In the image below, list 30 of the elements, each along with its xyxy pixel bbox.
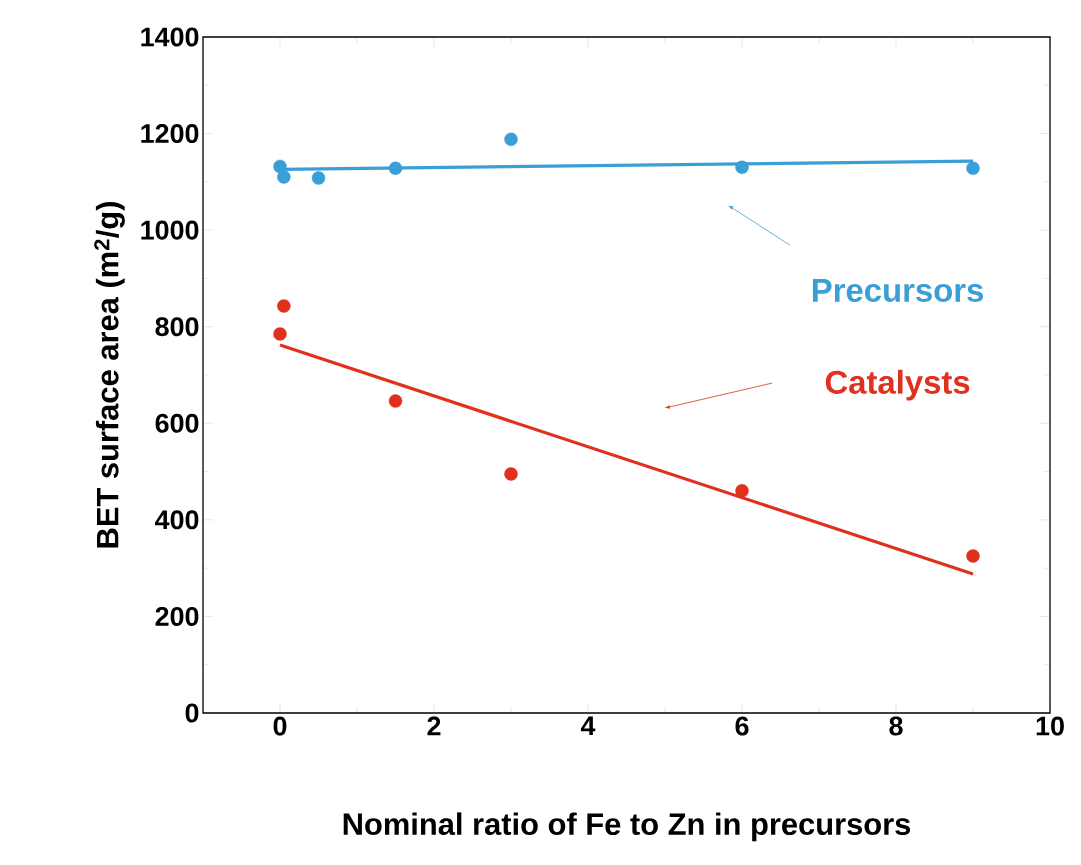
x-tick-label: 10 (1036, 716, 1064, 736)
x-tick-label: 8 (889, 716, 903, 736)
point (277, 299, 291, 313)
point (735, 484, 749, 498)
x-axis-title: Nominal ratio of Fe to Zn in precursors (343, 812, 911, 842)
y-tick-label: 800 (155, 317, 199, 337)
point (735, 160, 749, 175)
point (966, 549, 980, 563)
y-tick-label: 0 (185, 703, 199, 723)
y-tick-label: 1000 (141, 220, 199, 240)
point (311, 171, 326, 185)
point (504, 467, 518, 481)
point (277, 170, 291, 184)
point (388, 394, 403, 408)
y-tick-label: 200 (155, 606, 199, 626)
x-tick-label: 4 (580, 716, 596, 736)
x-tick-label: 0 (273, 716, 287, 736)
y-axis-title: BET surface area (m$^{2}$/g) (94, 202, 125, 548)
y-tick-label: 1200 (141, 124, 199, 144)
point (388, 161, 403, 176)
y-tick-label: 1400 (141, 27, 199, 47)
y-tick-label: 400 (155, 510, 199, 530)
text: Precursors (812, 279, 983, 302)
point (504, 132, 518, 147)
point (273, 327, 287, 341)
x-tick-label: 2 (427, 716, 441, 736)
text: Catalysts (825, 369, 970, 401)
point (966, 161, 980, 176)
y-tick-label: 600 (155, 413, 199, 433)
x-tick-label: 6 (735, 716, 749, 736)
